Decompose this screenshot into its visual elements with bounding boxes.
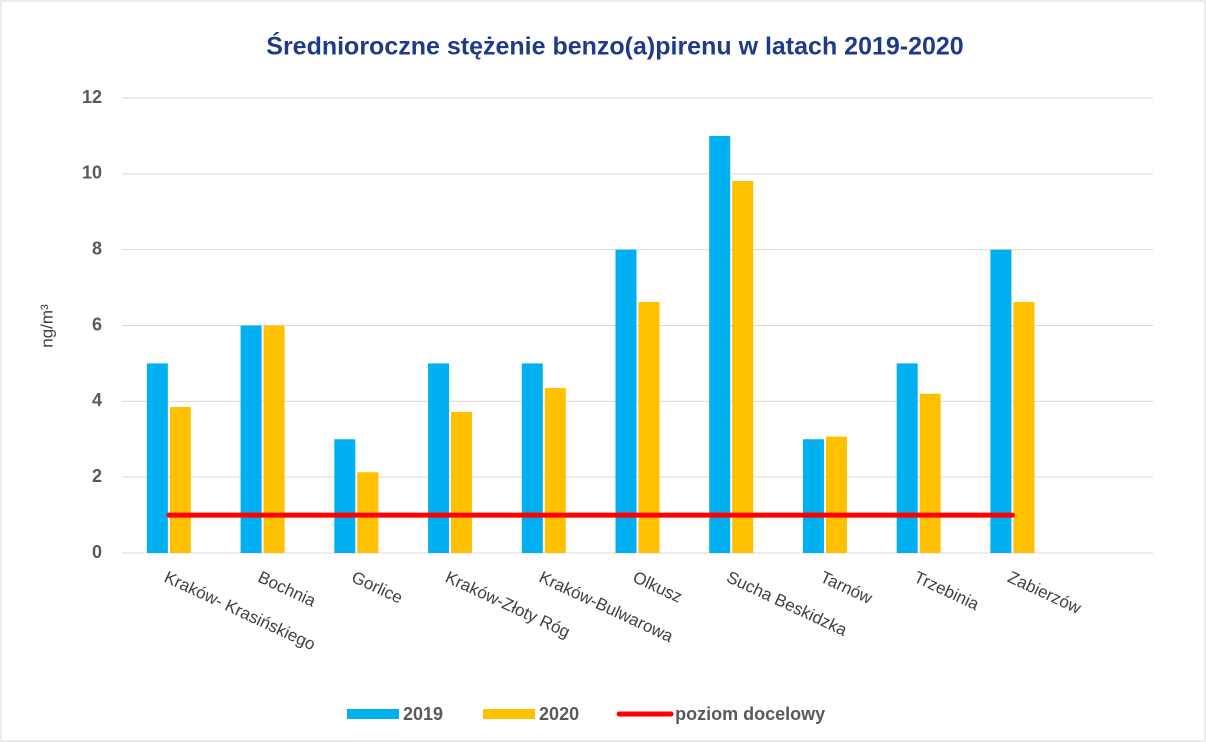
bar bbox=[521, 363, 543, 553]
legend-label: poziom docelowy bbox=[675, 704, 825, 724]
legend-swatch bbox=[483, 709, 536, 719]
y-axis-label: ng/m³ bbox=[37, 304, 56, 348]
bar bbox=[240, 325, 262, 553]
y-tick-label: 6 bbox=[92, 314, 102, 334]
bar bbox=[146, 363, 168, 553]
y-tick-label: 0 bbox=[92, 542, 102, 562]
bar bbox=[990, 249, 1012, 553]
bar bbox=[428, 363, 450, 553]
legend-swatch bbox=[347, 709, 399, 719]
bar bbox=[919, 393, 941, 553]
legend-label: 2020 bbox=[539, 704, 579, 724]
bar bbox=[169, 407, 191, 553]
bar bbox=[732, 181, 754, 553]
bar bbox=[1013, 301, 1035, 553]
bar bbox=[896, 363, 918, 553]
y-tick-label: 10 bbox=[82, 163, 102, 183]
bar bbox=[334, 439, 356, 553]
bar bbox=[825, 436, 847, 553]
chart-title: Średnioroczne stężenie benzo(a)pirenu w … bbox=[266, 31, 963, 61]
bar bbox=[544, 388, 566, 553]
legend-label: 2019 bbox=[403, 704, 443, 724]
y-tick-label: 12 bbox=[82, 87, 102, 107]
y-tick-label: 4 bbox=[92, 390, 102, 410]
bar bbox=[451, 411, 473, 553]
bar bbox=[263, 325, 285, 553]
bar bbox=[615, 249, 637, 553]
bar bbox=[802, 439, 824, 553]
bar bbox=[638, 301, 660, 553]
bar bbox=[709, 135, 731, 553]
y-tick-label: 8 bbox=[92, 238, 102, 258]
y-tick-label: 2 bbox=[92, 466, 102, 486]
